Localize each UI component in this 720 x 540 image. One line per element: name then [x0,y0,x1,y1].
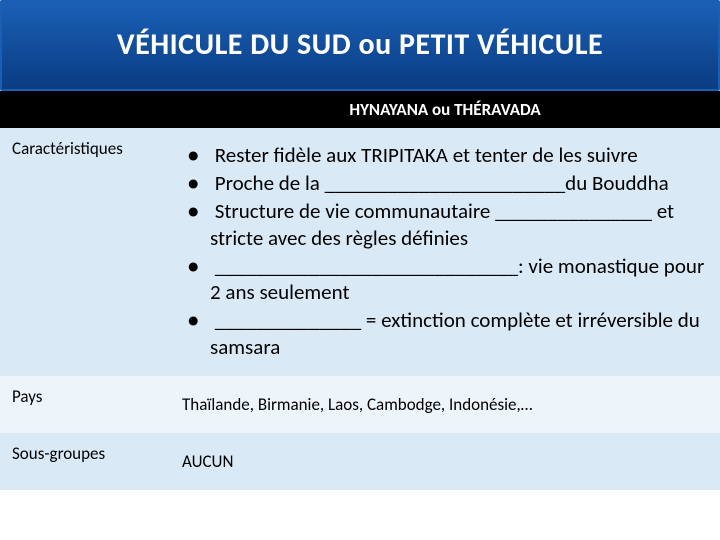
list-item: ______________ = extinction complète et … [188,307,708,361]
header-left-blank [0,91,170,128]
list-item: _____________________________: vie monas… [188,253,708,307]
row-label-subgroups: Sous-groupes [0,433,170,490]
subgroups-text: AUCUN [182,443,708,480]
row-countries: Pays Thaïlande, Birmanie, Laos, Cambodge… [0,376,720,433]
row-content-characteristics: Rester fidèle aux TRIPITAKA et tenter de… [170,128,720,376]
row-characteristics: Caractéristiques Rester fidèle aux TRIPI… [0,128,720,376]
content-table: HYNAYANA ou THÉRAVADA Caractéristiques R… [0,91,720,490]
row-content-countries: Thaïlande, Birmanie, Laos, Cambodge, Ind… [170,376,720,433]
row-label-countries: Pays [0,376,170,433]
list-item: Structure de vie communautaire _________… [188,198,708,252]
title-bar: VÉHICULE DU SUD ou PETIT VÉHICULE [0,0,720,91]
countries-text: Thaïlande, Birmanie, Laos, Cambodge, Ind… [182,386,708,423]
row-label-characteristics: Caractéristiques [0,128,170,376]
header-right: HYNAYANA ou THÉRAVADA [170,91,720,128]
page-title: VÉHICULE DU SUD ou PETIT VÉHICULE [22,26,698,63]
table-header-row: HYNAYANA ou THÉRAVADA [0,91,720,128]
list-item: Proche de la _______________________du B… [188,170,708,197]
row-content-subgroups: AUCUN [170,433,720,490]
row-subgroups: Sous-groupes AUCUN [0,433,720,490]
list-item: Rester fidèle aux TRIPITAKA et tenter de… [188,142,708,169]
characteristics-list: Rester fidèle aux TRIPITAKA et tenter de… [182,138,708,366]
